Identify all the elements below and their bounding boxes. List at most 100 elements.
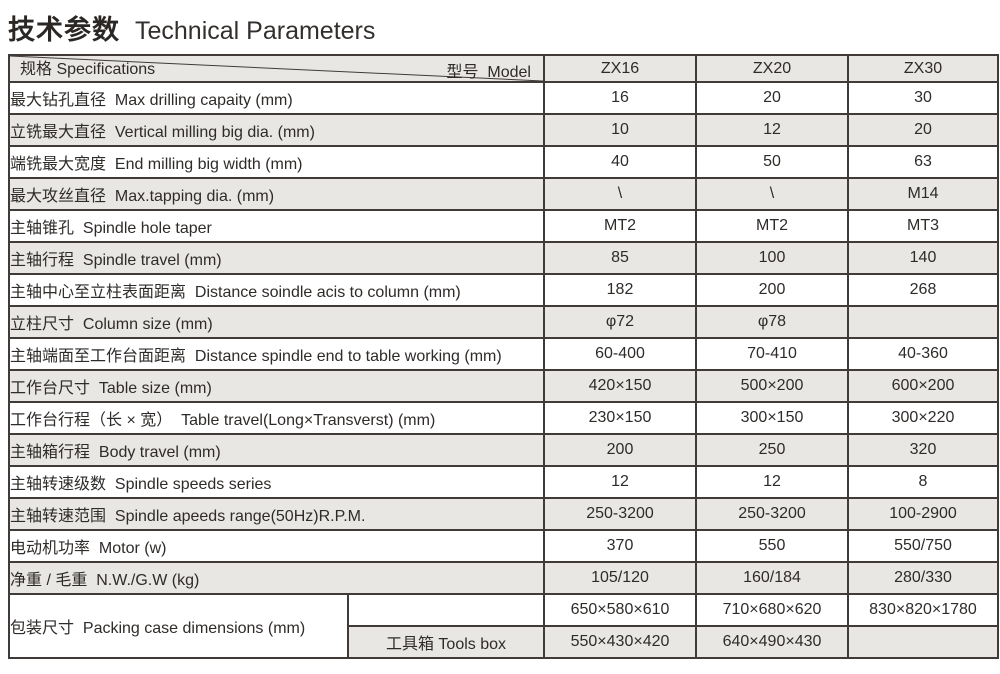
- value-cell: 550×430×420: [543, 625, 697, 659]
- value-cell: 710×680×620: [695, 593, 849, 627]
- value-cell: φ72: [543, 305, 697, 339]
- table-row: 主轴行程 Spindle travel (mm) 85 100 140: [8, 241, 999, 275]
- table-row: 最大攻丝直径 Max.tapping dia. (mm) \ \ M14: [8, 177, 999, 211]
- value-cell: 60-400: [543, 337, 697, 371]
- model-column-header: ZX30: [847, 54, 999, 83]
- value-cell: 100: [695, 241, 849, 275]
- value-cell: 160/184: [695, 561, 849, 595]
- table-row: 工作台尺寸 Table size (mm) 420×150 500×200 60…: [8, 369, 999, 403]
- packing-row-label: 包装尺寸 Packing case dimensions (mm): [8, 593, 349, 659]
- value-cell: 20: [695, 81, 849, 115]
- table-row: 立柱尺寸 Column size (mm) φ72 φ78: [8, 305, 999, 339]
- value-cell: M14: [847, 177, 999, 211]
- row-label: 端铣最大宽度 End milling big width (mm): [8, 145, 545, 179]
- value-cell: 550/750: [847, 529, 999, 563]
- value-cell: MT3: [847, 209, 999, 243]
- spec-model-corner-cell: 规格 Specifications 型号 Model: [8, 54, 545, 83]
- value-cell: 50: [695, 145, 849, 179]
- value-cell: 85: [543, 241, 697, 275]
- value-cell: 600×200: [847, 369, 999, 403]
- row-label: 主轴锥孔 Spindle hole taper: [8, 209, 545, 243]
- value-cell: 500×200: [695, 369, 849, 403]
- value-cell: 420×150: [543, 369, 697, 403]
- value-cell: φ78: [695, 305, 849, 339]
- value-cell: MT2: [543, 209, 697, 243]
- table-row: 主轴转速范围 Spindle apeeds range(50Hz)R.P.M. …: [8, 497, 999, 531]
- table-row: 主轴中心至立柱表面距离 Distance soindle acis to col…: [8, 273, 999, 307]
- value-cell: 12: [543, 465, 697, 499]
- row-label: 主轴中心至立柱表面距离 Distance soindle acis to col…: [8, 273, 545, 307]
- row-label: 净重 / 毛重 N.W./G.W (kg): [8, 561, 545, 595]
- table-row: 主轴转速级数 Spindle speeds series 12 12 8: [8, 465, 999, 499]
- value-cell: 250-3200: [543, 497, 697, 531]
- value-cell: 250: [695, 433, 849, 467]
- value-cell: \: [543, 177, 697, 211]
- row-label: 主轴行程 Spindle travel (mm): [8, 241, 545, 275]
- value-cell: 300×150: [695, 401, 849, 435]
- value-cell: 12: [695, 465, 849, 499]
- value-cell: 250-3200: [695, 497, 849, 531]
- row-label: 主轴转速范围 Spindle apeeds range(50Hz)R.P.M.: [8, 497, 545, 531]
- value-cell: 16: [543, 81, 697, 115]
- value-cell: 63: [847, 145, 999, 179]
- row-label: 立柱尺寸 Column size (mm): [8, 305, 545, 339]
- table-row: 电动机功率 Motor (w) 370 550 550/750: [8, 529, 999, 563]
- row-label: 主轴端面至工作台面距离 Distance spindle end to tabl…: [8, 337, 545, 371]
- value-cell: 10: [543, 113, 697, 147]
- value-cell: 300×220: [847, 401, 999, 435]
- value-cell: 200: [695, 273, 849, 307]
- value-cell: 650×580×610: [543, 593, 697, 627]
- value-cell: 550: [695, 529, 849, 563]
- value-cell: [847, 305, 999, 339]
- row-label: 最大钻孔直径 Max drilling capaity (mm): [8, 81, 545, 115]
- value-cell: 830×820×1780: [847, 593, 999, 627]
- page-title-en: Technical Parameters: [135, 17, 376, 45]
- model-header: 型号 Model: [446, 64, 531, 81]
- table-row: 主轴箱行程 Body travel (mm) 200 250 320: [8, 433, 999, 467]
- value-cell: [847, 625, 999, 659]
- value-cell: \: [695, 177, 849, 211]
- table-row: 立铣最大直径 Vertical milling big dia. (mm) 10…: [8, 113, 999, 147]
- value-cell: 105/120: [543, 561, 697, 595]
- row-label: 工作台行程（长 × 宽） Table travel(Long×Transvers…: [8, 401, 545, 435]
- value-cell: 140: [847, 241, 999, 275]
- model-column-header: ZX20: [695, 54, 849, 83]
- technical-parameters-table: 规格 Specifications 型号 Model ZX16 ZX20 ZX3…: [8, 54, 999, 659]
- row-label: 主轴转速级数 Spindle speeds series: [8, 465, 545, 499]
- tools-box-sublabel: 工具箱 Tools box: [347, 625, 545, 659]
- value-cell: 20: [847, 113, 999, 147]
- value-cell: 280/330: [847, 561, 999, 595]
- packing-sublabel-empty: [347, 593, 545, 627]
- packing-row-toolsbox: 工具箱 Tools box 550×430×420 640×490×430: [9, 625, 999, 659]
- value-cell: 182: [543, 273, 697, 307]
- value-cell: MT2: [695, 209, 849, 243]
- value-cell: 8: [847, 465, 999, 499]
- table-row: 净重 / 毛重 N.W./G.W (kg) 105/120 160/184 28…: [8, 561, 999, 595]
- value-cell: 200: [543, 433, 697, 467]
- value-cell: 320: [847, 433, 999, 467]
- page-title-zh: 技术参数: [8, 15, 120, 45]
- row-label: 立铣最大直径 Vertical milling big dia. (mm): [8, 113, 545, 147]
- table-row: 最大钻孔直径 Max drilling capaity (mm) 16 20 3…: [8, 81, 999, 115]
- table-row: 工作台行程（长 × 宽） Table travel(Long×Transvers…: [8, 401, 999, 435]
- table-row: 主轴锥孔 Spindle hole taper MT2 MT2 MT3: [8, 209, 999, 243]
- value-cell: 40-360: [847, 337, 999, 371]
- page-title: 技术参数 Technical Parameters: [8, 8, 1000, 45]
- value-cell: 268: [847, 273, 999, 307]
- value-cell: 100-2900: [847, 497, 999, 531]
- table-row: 主轴端面至工作台面距离 Distance spindle end to tabl…: [8, 337, 999, 371]
- value-cell: 230×150: [543, 401, 697, 435]
- value-cell: 30: [847, 81, 999, 115]
- row-label: 电动机功率 Motor (w): [8, 529, 545, 563]
- value-cell: 70-410: [695, 337, 849, 371]
- diagonal-divider: [10, 56, 543, 81]
- row-label: 最大攻丝直径 Max.tapping dia. (mm): [8, 177, 545, 211]
- packing-row-main: 包装尺寸 Packing case dimensions (mm) 650×58…: [8, 593, 999, 659]
- value-cell: 12: [695, 113, 849, 147]
- specifications-header: 规格 Specifications: [20, 61, 156, 78]
- value-cell: 40: [543, 145, 697, 179]
- row-label: 主轴箱行程 Body travel (mm): [8, 433, 545, 467]
- header-row: 规格 Specifications 型号 Model ZX16 ZX20 ZX3…: [8, 54, 999, 83]
- row-label: 工作台尺寸 Table size (mm): [8, 369, 545, 403]
